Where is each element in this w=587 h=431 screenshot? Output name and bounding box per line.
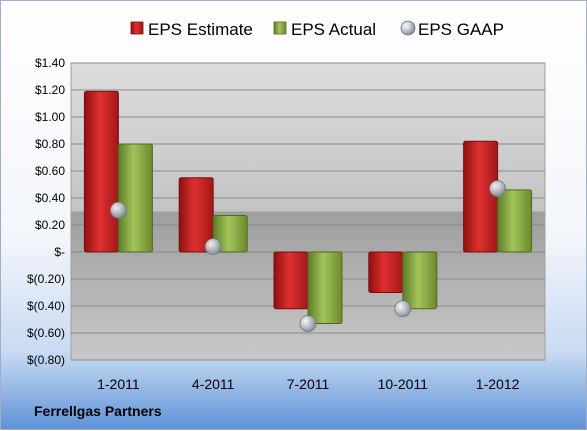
bar-eps-estimate-7-2011: [273, 251, 309, 310]
bar-eps-estimate-1-2012: [463, 140, 499, 253]
y-tick-label: $1.40: [35, 56, 65, 70]
legend-swatch-eps-actual: [273, 21, 287, 35]
bar-eps-actual-1-2012: [497, 189, 533, 253]
bars-layer: [83, 90, 533, 325]
x-tick-label: 1-2012: [476, 376, 520, 392]
x-tick-label: 7-2011: [287, 376, 330, 392]
company-name: Ferrellgas Partners: [34, 403, 162, 419]
marker-eps-gaap-4-2011: [204, 238, 222, 256]
markers-layer: [110, 180, 507, 332]
bar-eps-actual-4-2011: [212, 215, 248, 253]
legend-swatch-eps-estimate: [130, 21, 144, 35]
bar-eps-actual-7-2011: [307, 251, 343, 325]
x-tick-label: 4-2011: [192, 376, 235, 392]
y-tick-label: $-: [54, 245, 65, 259]
marker-eps-gaap-10-2011: [394, 300, 412, 318]
y-tick-label: $(0.20): [27, 272, 65, 286]
bar-eps-estimate-10-2011: [368, 251, 404, 293]
y-tick-label: $0.60: [35, 164, 65, 178]
x-tick-label: 10-2011: [378, 376, 429, 392]
legend-label-eps-actual: EPS Actual: [291, 20, 376, 39]
y-tick-label: $0.40: [35, 191, 65, 205]
x-tick-label: 1-2011: [97, 376, 140, 392]
y-tick-label: $1.20: [35, 83, 65, 97]
y-tick-label: $(0.60): [27, 326, 65, 340]
y-tick-label: $0.20: [35, 218, 65, 232]
bar-eps-actual-1-2011: [117, 143, 153, 253]
legend-swatch-eps-gaap: [400, 20, 416, 36]
marker-eps-gaap-1-2011: [110, 201, 127, 219]
y-tick-label: $(0.40): [27, 299, 65, 313]
marker-eps-gaap-1-2012: [489, 180, 507, 197]
y-tick-label: $(0.80): [27, 353, 65, 367]
y-tick-label: $1.00: [35, 110, 65, 124]
legend: EPS Estimate EPS Actual EPS GAAP: [130, 20, 504, 39]
legend-label-eps-estimate: EPS Estimate: [148, 20, 253, 39]
marker-eps-gaap-7-2011: [299, 315, 317, 332]
y-axis-labels: $1.40 $1.20 $1.00 $0.80 $0.60 $0.40 $0.20 $- $(0…: [27, 56, 65, 367]
bar-eps-actual-10-2011: [402, 251, 438, 310]
legend-label-eps-gaap: EPS GAAP: [418, 20, 504, 39]
bar-eps-estimate-4-2011: [178, 177, 214, 253]
x-axis-labels: 1-2011 4-2011 7-2011 10-2011 1-2012: [97, 376, 519, 392]
bar-eps-estimate-1-2011: [83, 90, 119, 253]
y-tick-label: $0.80: [35, 137, 65, 151]
